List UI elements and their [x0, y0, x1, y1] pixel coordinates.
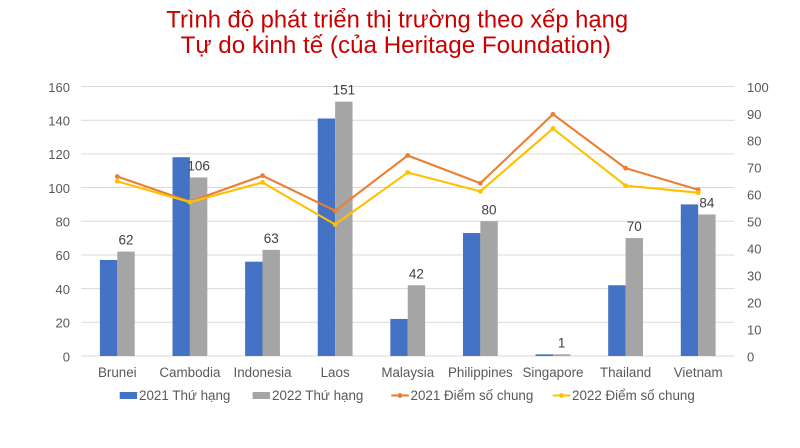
svg-text:Philippines: Philippines — [448, 365, 513, 380]
svg-text:120: 120 — [48, 147, 70, 162]
svg-text:106: 106 — [187, 158, 210, 173]
svg-text:2022 Điểm số chung: 2022 Điểm số chung — [572, 388, 695, 403]
svg-text:80: 80 — [56, 215, 70, 230]
svg-text:Brunei: Brunei — [98, 365, 137, 380]
svg-text:0: 0 — [747, 349, 754, 364]
svg-text:60: 60 — [747, 188, 761, 203]
svg-text:1: 1 — [558, 335, 566, 350]
svg-text:63: 63 — [264, 231, 279, 246]
svg-text:42: 42 — [409, 266, 424, 281]
svg-text:Thailand: Thailand — [600, 365, 651, 380]
svg-text:Vietnam: Vietnam — [674, 365, 723, 380]
svg-text:62: 62 — [118, 233, 133, 248]
svg-text:Singapore: Singapore — [522, 365, 583, 380]
svg-text:90: 90 — [747, 107, 761, 122]
svg-text:70: 70 — [747, 161, 761, 176]
svg-text:10: 10 — [747, 322, 761, 337]
svg-text:Trình độ phát triển thị trường: Trình độ phát triển thị trường theo xếp … — [166, 7, 628, 34]
svg-text:30: 30 — [747, 268, 761, 283]
svg-text:40: 40 — [747, 242, 761, 257]
svg-text:Cambodia: Cambodia — [159, 365, 221, 380]
svg-text:50: 50 — [747, 215, 761, 230]
svg-text:80: 80 — [747, 134, 761, 149]
svg-text:0: 0 — [63, 349, 70, 364]
svg-text:2021 Điểm số chung: 2021 Điểm số chung — [411, 388, 534, 403]
svg-text:2021 Thứ hạng: 2021 Thứ hạng — [139, 388, 230, 403]
svg-text:151: 151 — [333, 83, 356, 98]
svg-text:Malaysia: Malaysia — [381, 365, 434, 380]
svg-text:100: 100 — [747, 80, 769, 95]
svg-text:Tự do kinh tế (của Heritage Fo: Tự do kinh tế (của Heritage Foundation) — [181, 32, 611, 59]
svg-text:100: 100 — [48, 181, 70, 196]
svg-text:60: 60 — [56, 248, 70, 263]
svg-text:84: 84 — [699, 196, 715, 211]
svg-text:140: 140 — [48, 113, 70, 128]
svg-text:Laos: Laos — [321, 365, 350, 380]
svg-text:2022 Thứ hạng: 2022 Thứ hạng — [272, 388, 363, 403]
svg-text:20: 20 — [56, 316, 70, 331]
svg-text:80: 80 — [482, 202, 497, 217]
svg-text:160: 160 — [48, 80, 70, 95]
svg-text:Indonesia: Indonesia — [233, 365, 292, 380]
svg-text:20: 20 — [747, 295, 761, 310]
svg-text:40: 40 — [56, 282, 70, 297]
svg-text:70: 70 — [627, 219, 642, 234]
